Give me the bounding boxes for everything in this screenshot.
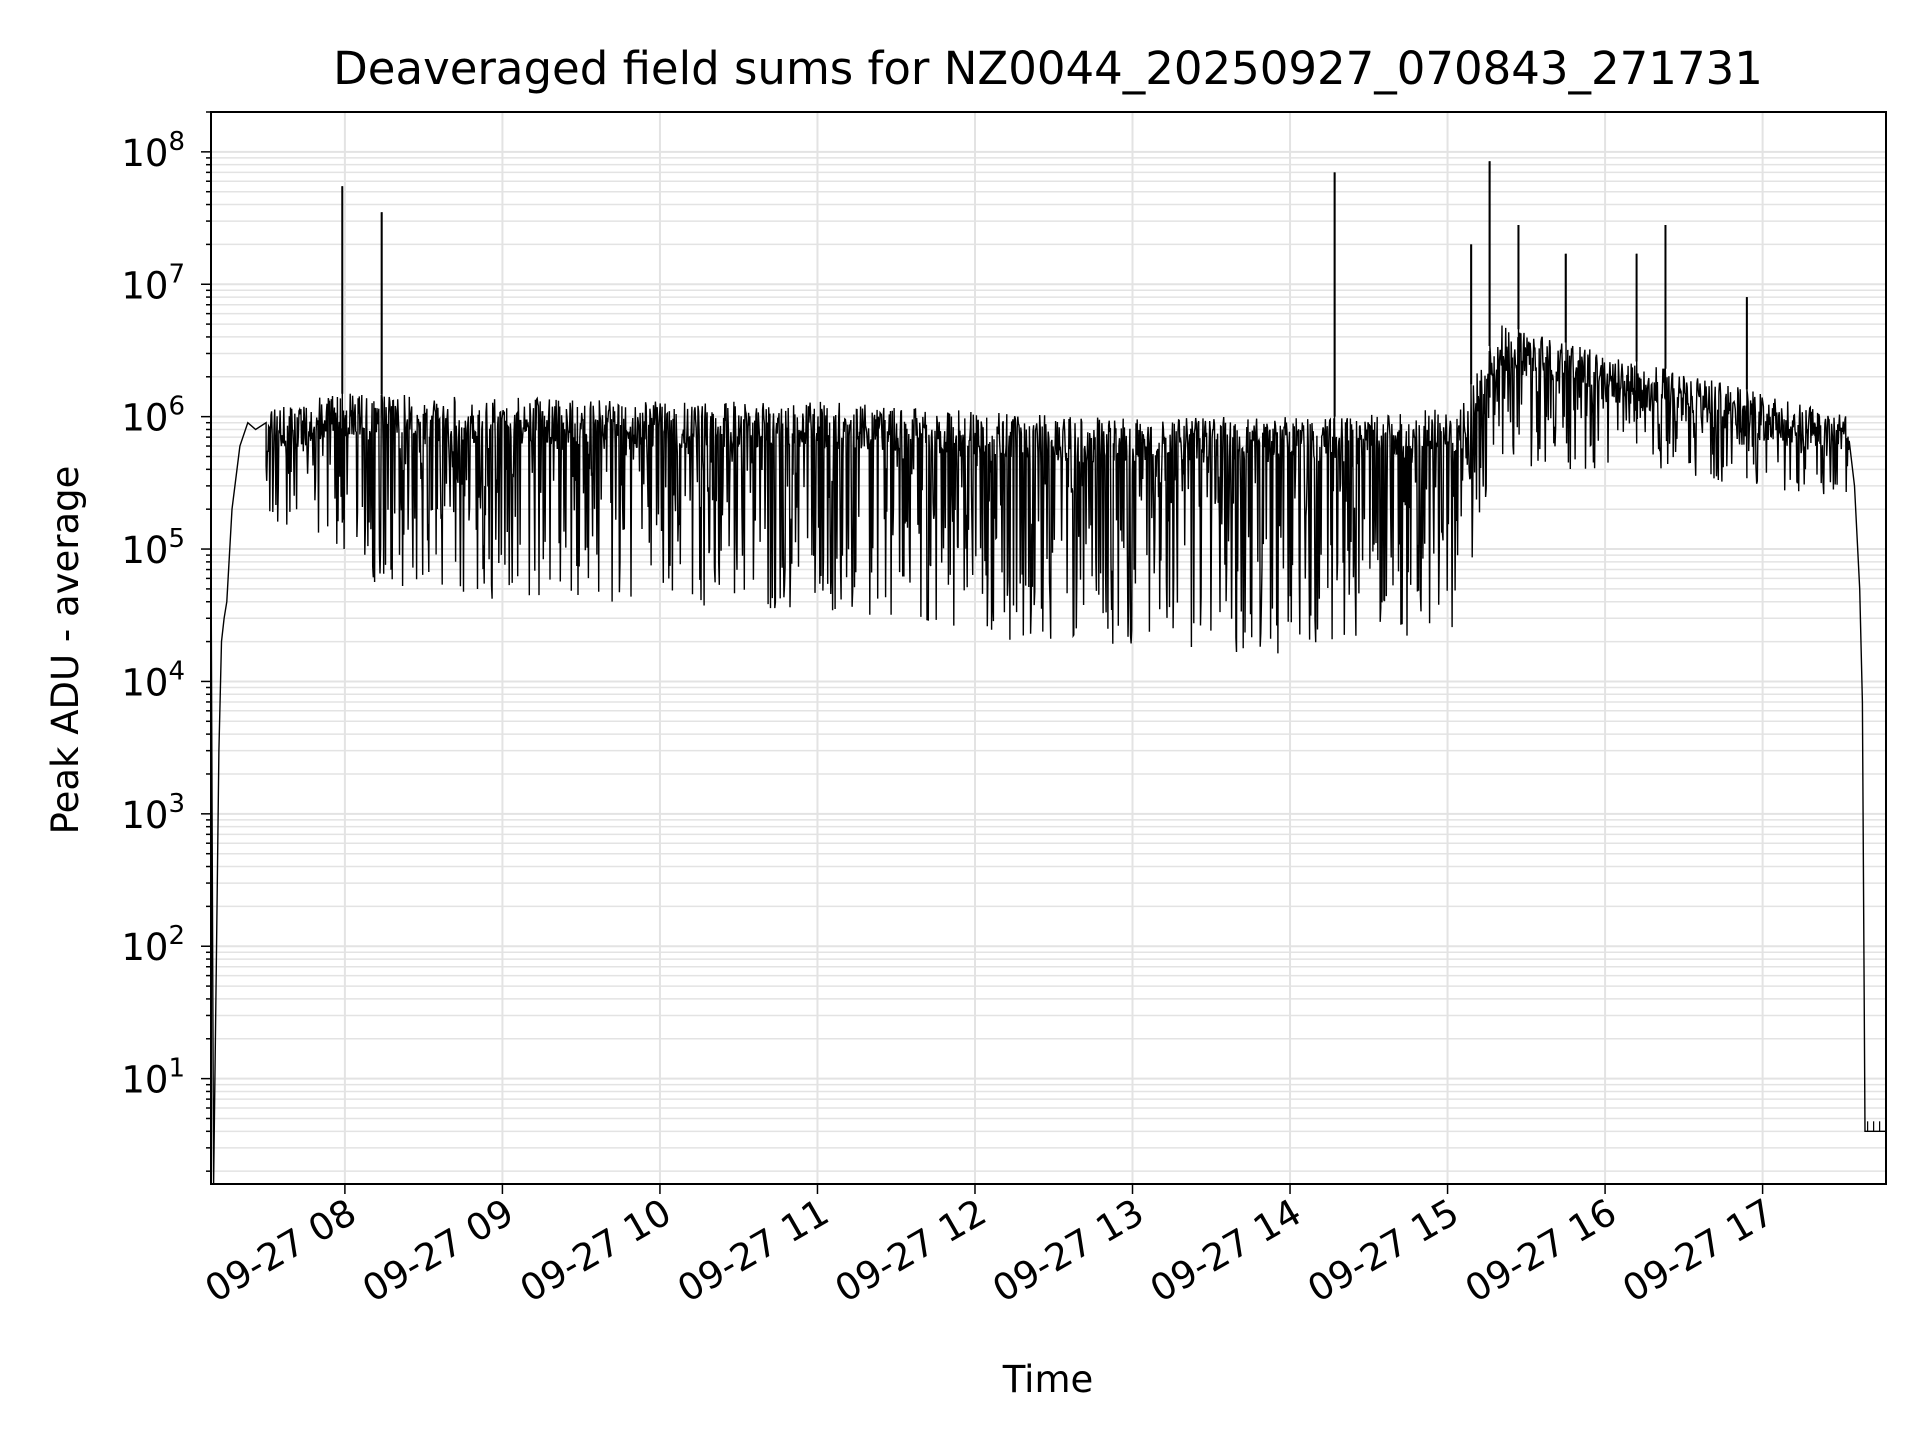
y-tick-label-exponent: 1 <box>168 1054 185 1084</box>
y-tick-label: 108 <box>121 127 185 175</box>
y-tick-label-base: 10 <box>121 264 168 307</box>
y-tick-label-exponent: 4 <box>168 656 185 686</box>
x-axis-label: Time <box>1002 1358 1094 1401</box>
data-series <box>210 161 1887 1185</box>
y-tick-label-base: 10 <box>121 794 168 837</box>
y-tick-label-exponent: 5 <box>168 524 185 554</box>
y-tick-label: 104 <box>121 656 185 704</box>
y-tick-label: 101 <box>121 1054 185 1102</box>
y-tick-label-base: 10 <box>121 1059 168 1102</box>
y-tick-label-exponent: 7 <box>168 259 185 289</box>
y-tick-label-base: 10 <box>121 926 168 969</box>
y-tick-label-exponent: 6 <box>168 392 185 422</box>
data-line <box>210 161 1886 1185</box>
y-tick-label: 103 <box>121 789 185 837</box>
y-tick-label-exponent: 3 <box>168 789 185 819</box>
y-tick-label: 106 <box>121 392 185 440</box>
y-tick-label-exponent: 8 <box>168 127 185 157</box>
y-tick-label-exponent: 2 <box>168 921 185 951</box>
y-tick-label-base: 10 <box>121 661 168 704</box>
y-tick-label-base: 10 <box>121 132 168 175</box>
y-tick-label-base: 10 <box>121 529 168 572</box>
y-axis-label: Peak ADU - average <box>44 466 87 835</box>
y-tick-label: 102 <box>121 921 185 969</box>
y-tick-label: 107 <box>121 259 185 307</box>
grid-lines <box>211 111 1886 1184</box>
y-tick-label: 105 <box>121 524 185 572</box>
y-tick-label-base: 10 <box>121 397 168 440</box>
chart-title: Deaveraged field sums for NZ0044_2025092… <box>333 42 1763 95</box>
plot-frame <box>210 111 1887 1185</box>
